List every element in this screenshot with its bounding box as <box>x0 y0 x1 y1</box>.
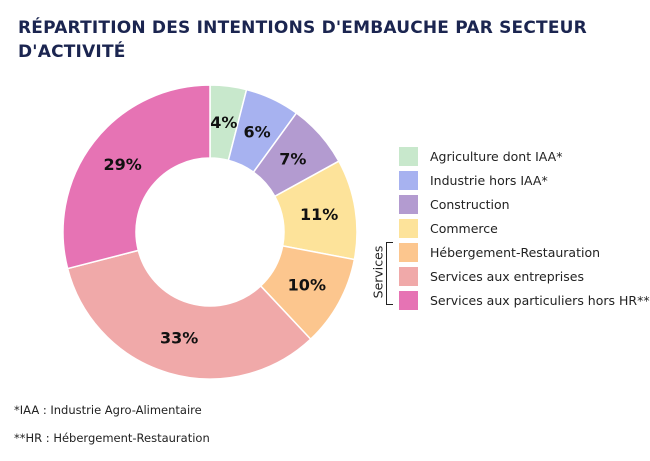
slice-label-agriculture-dont-iaa: 4% <box>210 113 237 132</box>
footnote-iaa: *IAA : Industrie Agro-Alimentaire <box>14 403 202 417</box>
donut-chart: 4% 6% 7% 11% 10% 33% 29% <box>62 84 358 380</box>
legend-swatch <box>399 218 418 238</box>
slice-label-hebergement-restauration: 10% <box>288 276 326 295</box>
services-group-label: Services <box>370 245 386 299</box>
donut-slices <box>62 84 358 380</box>
slice-label-services-aux-particuliers-hors-hr: 29% <box>104 155 142 174</box>
slice-label-commerce: 11% <box>300 205 338 224</box>
legend-label: Construction <box>430 196 510 212</box>
chart-title-line-1: RÉPARTITION DES INTENTIONS D'EMBAUCHE PA… <box>18 18 587 38</box>
legend-item-services-aux-particuliers-hors-hr: Services aux particuliers hors HR** <box>399 288 650 312</box>
services-bracket <box>386 242 393 305</box>
donut-slice-labels: 4% 6% 7% 11% 10% 33% 29% <box>104 113 339 348</box>
legend-swatch <box>399 170 418 190</box>
chart-title-line-2: D'ACTIVITÉ <box>18 42 126 62</box>
legend-label: Agriculture dont IAA* <box>430 148 563 164</box>
legend-swatch <box>399 266 418 286</box>
chart-legend: Agriculture dont IAA* Industrie hors IAA*… <box>399 144 650 312</box>
legend-label: Services aux particuliers hors HR** <box>430 292 650 308</box>
legend-item-commerce: Commerce <box>399 216 644 240</box>
legend-item-industrie-hors-iaa: Industrie hors IAA* <box>399 168 644 192</box>
footnote-hr: **HR : Hébergement-Restauration <box>14 431 210 445</box>
legend-swatch <box>399 290 418 310</box>
legend-item-agriculture-dont-iaa: Agriculture dont IAA* <box>399 144 644 168</box>
legend-item-hebergement-restauration: Hébergement-Restauration <box>399 240 644 264</box>
slice-services-aux-entreprises <box>66 249 312 380</box>
legend-label: Industrie hors IAA* <box>430 172 548 188</box>
legend-swatch <box>399 242 418 262</box>
chart-title: RÉPARTITION DES INTENTIONS D'EMBAUCHE PA… <box>18 16 618 64</box>
legend-label: Commerce <box>430 220 498 236</box>
legend-swatch <box>399 194 418 214</box>
slice-label-construction: 7% <box>279 149 306 168</box>
legend-label: Services aux entreprises <box>430 268 584 284</box>
legend-swatch <box>399 146 418 166</box>
legend-label: Hébergement-Restauration <box>430 244 601 260</box>
legend-item-construction: Construction <box>399 192 644 216</box>
slice-label-services-aux-entreprises: 33% <box>160 329 198 348</box>
slice-services-aux-particuliers-hors-hr <box>62 84 211 270</box>
legend-item-services-aux-entreprises: Services aux entreprises <box>399 264 644 288</box>
slice-label-industrie-hors-iaa: 6% <box>243 123 270 142</box>
